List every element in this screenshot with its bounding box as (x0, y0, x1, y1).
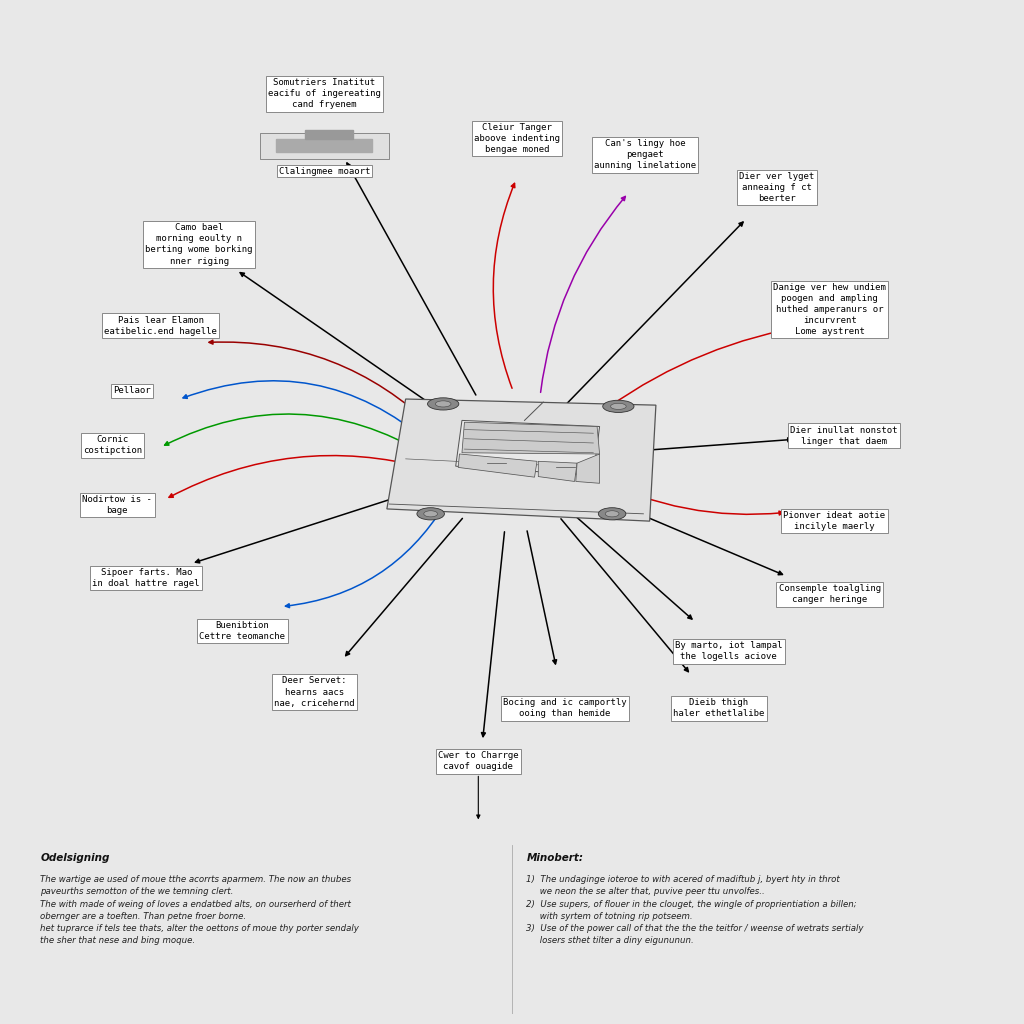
Polygon shape (462, 422, 600, 454)
Text: Camo bael
morning eoulty n
berting wome borking
nner riging: Camo bael morning eoulty n berting wome … (145, 223, 253, 265)
Text: Cornic
costipction: Cornic costipction (83, 435, 142, 456)
Polygon shape (458, 454, 537, 477)
FancyBboxPatch shape (472, 861, 528, 901)
Text: Pellaor: Pellaor (113, 386, 151, 395)
Ellipse shape (435, 400, 451, 407)
Ellipse shape (605, 511, 618, 517)
Text: Nodirtow is -
bage: Nodirtow is - bage (82, 495, 153, 515)
Text: 1)  The undaginge ioteroe to with acered of madiftub j, byert hty in throt
     : 1) The undaginge ioteroe to with acered … (526, 876, 864, 945)
Text: Minobert:: Minobert: (526, 853, 584, 863)
FancyArrowPatch shape (286, 504, 445, 607)
Text: Dieib thigh
haler ethetlalibe: Dieib thigh haler ethetlalibe (673, 698, 765, 719)
Polygon shape (276, 138, 373, 153)
Text: Dier inullat nonstot
linger that daem: Dier inullat nonstot linger that daem (791, 426, 898, 445)
Text: Buenibtion
Cettre teomanche: Buenibtion Cettre teomanche (200, 621, 286, 641)
Text: Somutriers Inatitut
eacifu of ingereating
cand fryenem: Somutriers Inatitut eacifu of ingereatin… (268, 78, 381, 110)
FancyArrowPatch shape (209, 340, 435, 430)
FancyBboxPatch shape (390, 855, 461, 911)
Text: Cwer to Charrge
cavof ouagide: Cwer to Charrge cavof ouagide (438, 752, 518, 771)
Polygon shape (305, 130, 353, 139)
FancyBboxPatch shape (487, 870, 513, 892)
Text: Can's lingy hoe
pengaet
aunning linelatione: Can's lingy hoe pengaet aunning linelati… (594, 139, 696, 170)
Ellipse shape (417, 508, 444, 520)
FancyArrowPatch shape (594, 476, 783, 515)
Ellipse shape (603, 400, 634, 413)
Text: Sipoer farts. Mao
in doal hattre ragel: Sipoer farts. Mao in doal hattre ragel (92, 568, 200, 588)
Text: Clalingmee moaort: Clalingmee moaort (279, 167, 370, 175)
Polygon shape (456, 421, 600, 475)
Ellipse shape (428, 397, 459, 410)
Text: Pais lear Elamon
eatibelic.end hagelle: Pais lear Elamon eatibelic.end hagelle (104, 315, 217, 336)
Text: Odelsigning: Odelsigning (40, 853, 110, 863)
Ellipse shape (598, 508, 626, 520)
FancyArrowPatch shape (541, 197, 626, 392)
FancyArrowPatch shape (183, 381, 430, 443)
Text: By marto, iot lampal
the logells aciove: By marto, iot lampal the logells aciove (675, 641, 782, 662)
FancyArrowPatch shape (586, 330, 783, 425)
Polygon shape (387, 399, 656, 521)
Text: Danige ver hew undiem
poogen and ampling
huthed amperanurs or
incurvrent
Lome ay: Danige ver hew undiem poogen and ampling… (773, 283, 886, 336)
Text: Deer Servet:
hearns aacs
nae, cricehernd: Deer Servet: hearns aacs nae, cricehernd (274, 677, 355, 708)
Text: Consemple toalgling
canger heringe: Consemple toalgling canger heringe (778, 585, 881, 604)
Text: Dier ver lyget
anneaing f ct
beerter: Dier ver lyget anneaing f ct beerter (739, 172, 814, 203)
Polygon shape (575, 454, 600, 483)
FancyArrowPatch shape (165, 414, 428, 456)
Ellipse shape (610, 403, 627, 410)
Text: The wartige ae used of moue tthe acorrts aparmem. The now an thubes
paveurths se: The wartige ae used of moue tthe acorrts… (40, 876, 359, 945)
FancyArrowPatch shape (169, 456, 428, 498)
Ellipse shape (424, 511, 437, 517)
FancyBboxPatch shape (379, 845, 578, 923)
FancyBboxPatch shape (260, 133, 389, 159)
Text: Pionver ideat aotie
incilyle maerly: Pionver ideat aotie incilyle maerly (783, 511, 886, 531)
Text: Cleiur Tanger
aboove indenting
bengae moned: Cleiur Tanger aboove indenting bengae mo… (474, 123, 560, 155)
Text: Bocing and ic camportly
ooing than hemide: Bocing and ic camportly ooing than hemid… (503, 698, 627, 719)
FancyArrowPatch shape (494, 183, 515, 388)
Polygon shape (539, 461, 578, 481)
